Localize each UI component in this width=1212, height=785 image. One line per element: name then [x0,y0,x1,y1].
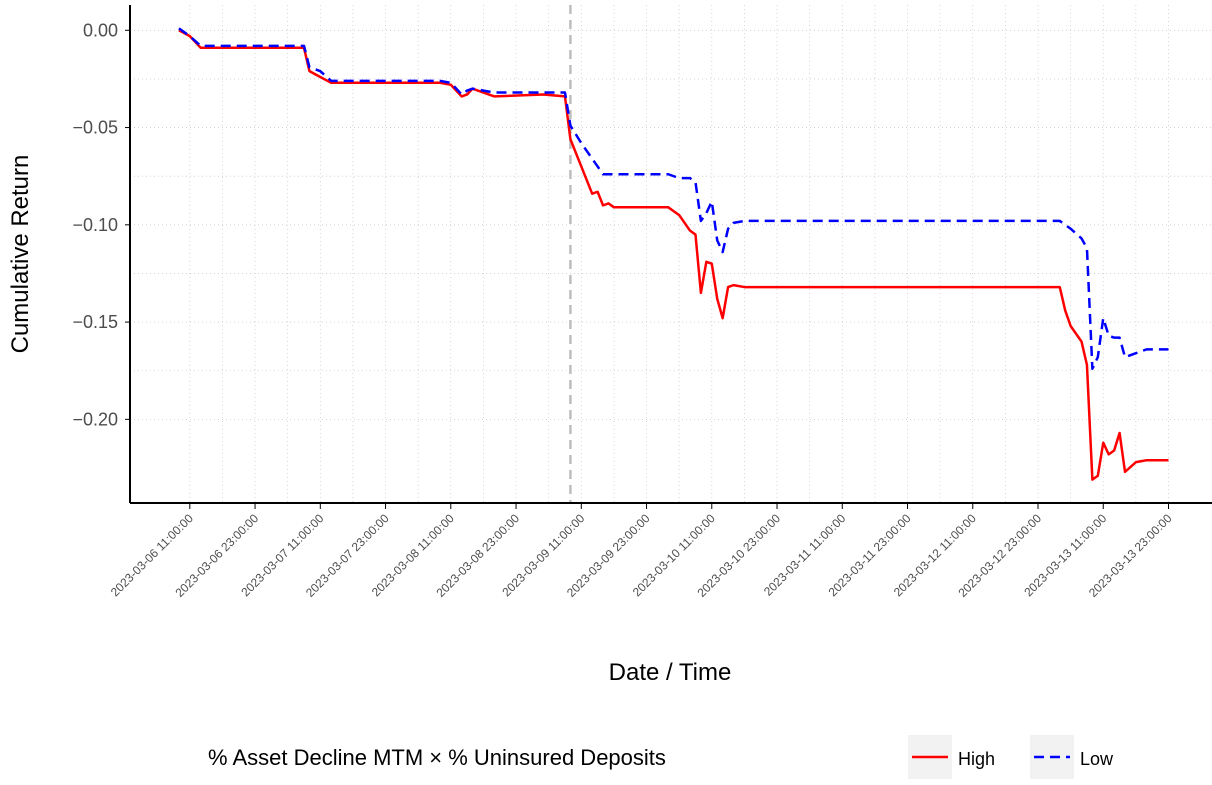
y-axis-title: Cumulative Return [7,155,34,354]
legend-title: % Asset Decline MTM × % Uninsured Deposi… [208,745,666,770]
series-line [178,27,1169,371]
x-axis-title: Date / Time [609,659,732,686]
series-line [178,29,1169,481]
y-tick-label: −0.15 [72,312,118,332]
y-tick-label: −0.20 [72,409,118,429]
legend-label: Low [1080,749,1114,769]
y-tick-label: −0.10 [72,215,118,235]
legend-label: High [958,749,995,769]
y-tick-label: 0.00 [83,20,118,40]
y-tick-label: −0.05 [72,118,118,138]
